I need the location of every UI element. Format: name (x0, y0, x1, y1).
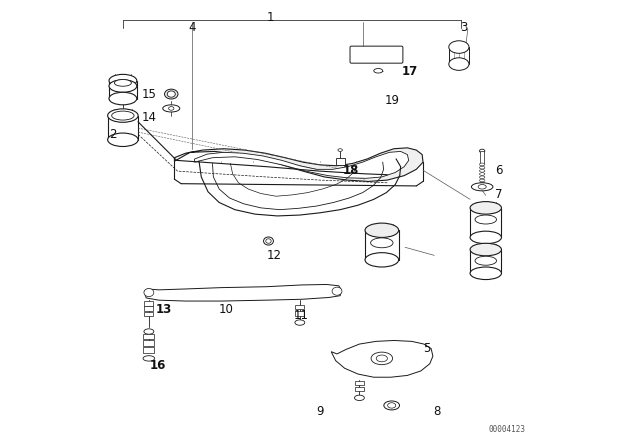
Ellipse shape (144, 329, 154, 334)
Text: 14: 14 (141, 111, 156, 124)
Ellipse shape (168, 107, 174, 110)
Ellipse shape (479, 179, 485, 182)
Ellipse shape (111, 111, 134, 120)
Bar (481, 151, 484, 164)
Text: 2: 2 (109, 128, 116, 141)
Ellipse shape (470, 243, 502, 256)
Text: 3: 3 (460, 21, 467, 34)
Ellipse shape (109, 74, 137, 87)
Ellipse shape (470, 267, 502, 280)
Ellipse shape (266, 239, 271, 243)
Ellipse shape (479, 176, 485, 179)
Polygon shape (145, 284, 342, 301)
FancyBboxPatch shape (350, 46, 403, 63)
Ellipse shape (143, 356, 155, 361)
Text: 9: 9 (316, 405, 324, 418)
Bar (145, 312, 154, 316)
Bar (145, 301, 154, 306)
Bar (296, 311, 305, 316)
Ellipse shape (371, 238, 393, 248)
Ellipse shape (167, 91, 175, 97)
Polygon shape (174, 148, 423, 181)
Ellipse shape (371, 352, 392, 365)
Ellipse shape (475, 256, 497, 265)
Text: 17: 17 (401, 65, 418, 78)
Ellipse shape (365, 253, 399, 267)
Ellipse shape (384, 401, 399, 410)
Polygon shape (332, 340, 433, 377)
Bar (143, 334, 154, 339)
Text: 1: 1 (267, 10, 275, 24)
Text: 4: 4 (189, 21, 196, 34)
Ellipse shape (108, 109, 138, 122)
Text: 11: 11 (294, 309, 308, 323)
Bar (355, 387, 364, 391)
Ellipse shape (338, 149, 342, 151)
Bar (296, 305, 305, 309)
Text: 16: 16 (150, 358, 166, 372)
Ellipse shape (472, 183, 493, 191)
Text: 19: 19 (384, 94, 399, 108)
Text: 6: 6 (495, 164, 503, 177)
Ellipse shape (332, 287, 342, 295)
Ellipse shape (478, 185, 486, 189)
Ellipse shape (449, 58, 469, 70)
Text: 8: 8 (434, 405, 441, 418)
Ellipse shape (388, 403, 396, 408)
Text: 10: 10 (218, 302, 234, 316)
Ellipse shape (109, 92, 137, 105)
Text: 13: 13 (156, 302, 172, 316)
Ellipse shape (479, 169, 485, 172)
Ellipse shape (365, 223, 399, 237)
Ellipse shape (376, 355, 387, 362)
Ellipse shape (470, 202, 502, 214)
Ellipse shape (479, 182, 485, 185)
Text: 00004123: 00004123 (489, 425, 526, 434)
Ellipse shape (374, 69, 383, 73)
Ellipse shape (264, 237, 273, 245)
Ellipse shape (479, 173, 485, 176)
Text: 7: 7 (495, 188, 503, 202)
Ellipse shape (449, 41, 469, 53)
Ellipse shape (295, 320, 305, 325)
Bar (143, 340, 154, 346)
Bar (145, 306, 154, 311)
Text: 5: 5 (423, 342, 430, 355)
Bar (355, 381, 364, 385)
Polygon shape (195, 151, 409, 178)
Ellipse shape (115, 80, 131, 86)
Text: 18: 18 (343, 164, 360, 177)
Ellipse shape (163, 105, 180, 112)
Text: 15: 15 (141, 87, 156, 101)
Bar (143, 347, 154, 353)
Ellipse shape (164, 89, 178, 99)
Ellipse shape (144, 289, 154, 297)
Ellipse shape (109, 80, 137, 92)
Ellipse shape (475, 215, 497, 224)
Ellipse shape (470, 231, 502, 244)
Text: 12: 12 (267, 249, 282, 262)
Ellipse shape (108, 133, 138, 146)
Bar (335, 158, 344, 165)
Ellipse shape (479, 163, 485, 166)
Ellipse shape (355, 395, 364, 401)
Ellipse shape (479, 166, 485, 169)
Ellipse shape (479, 149, 485, 153)
